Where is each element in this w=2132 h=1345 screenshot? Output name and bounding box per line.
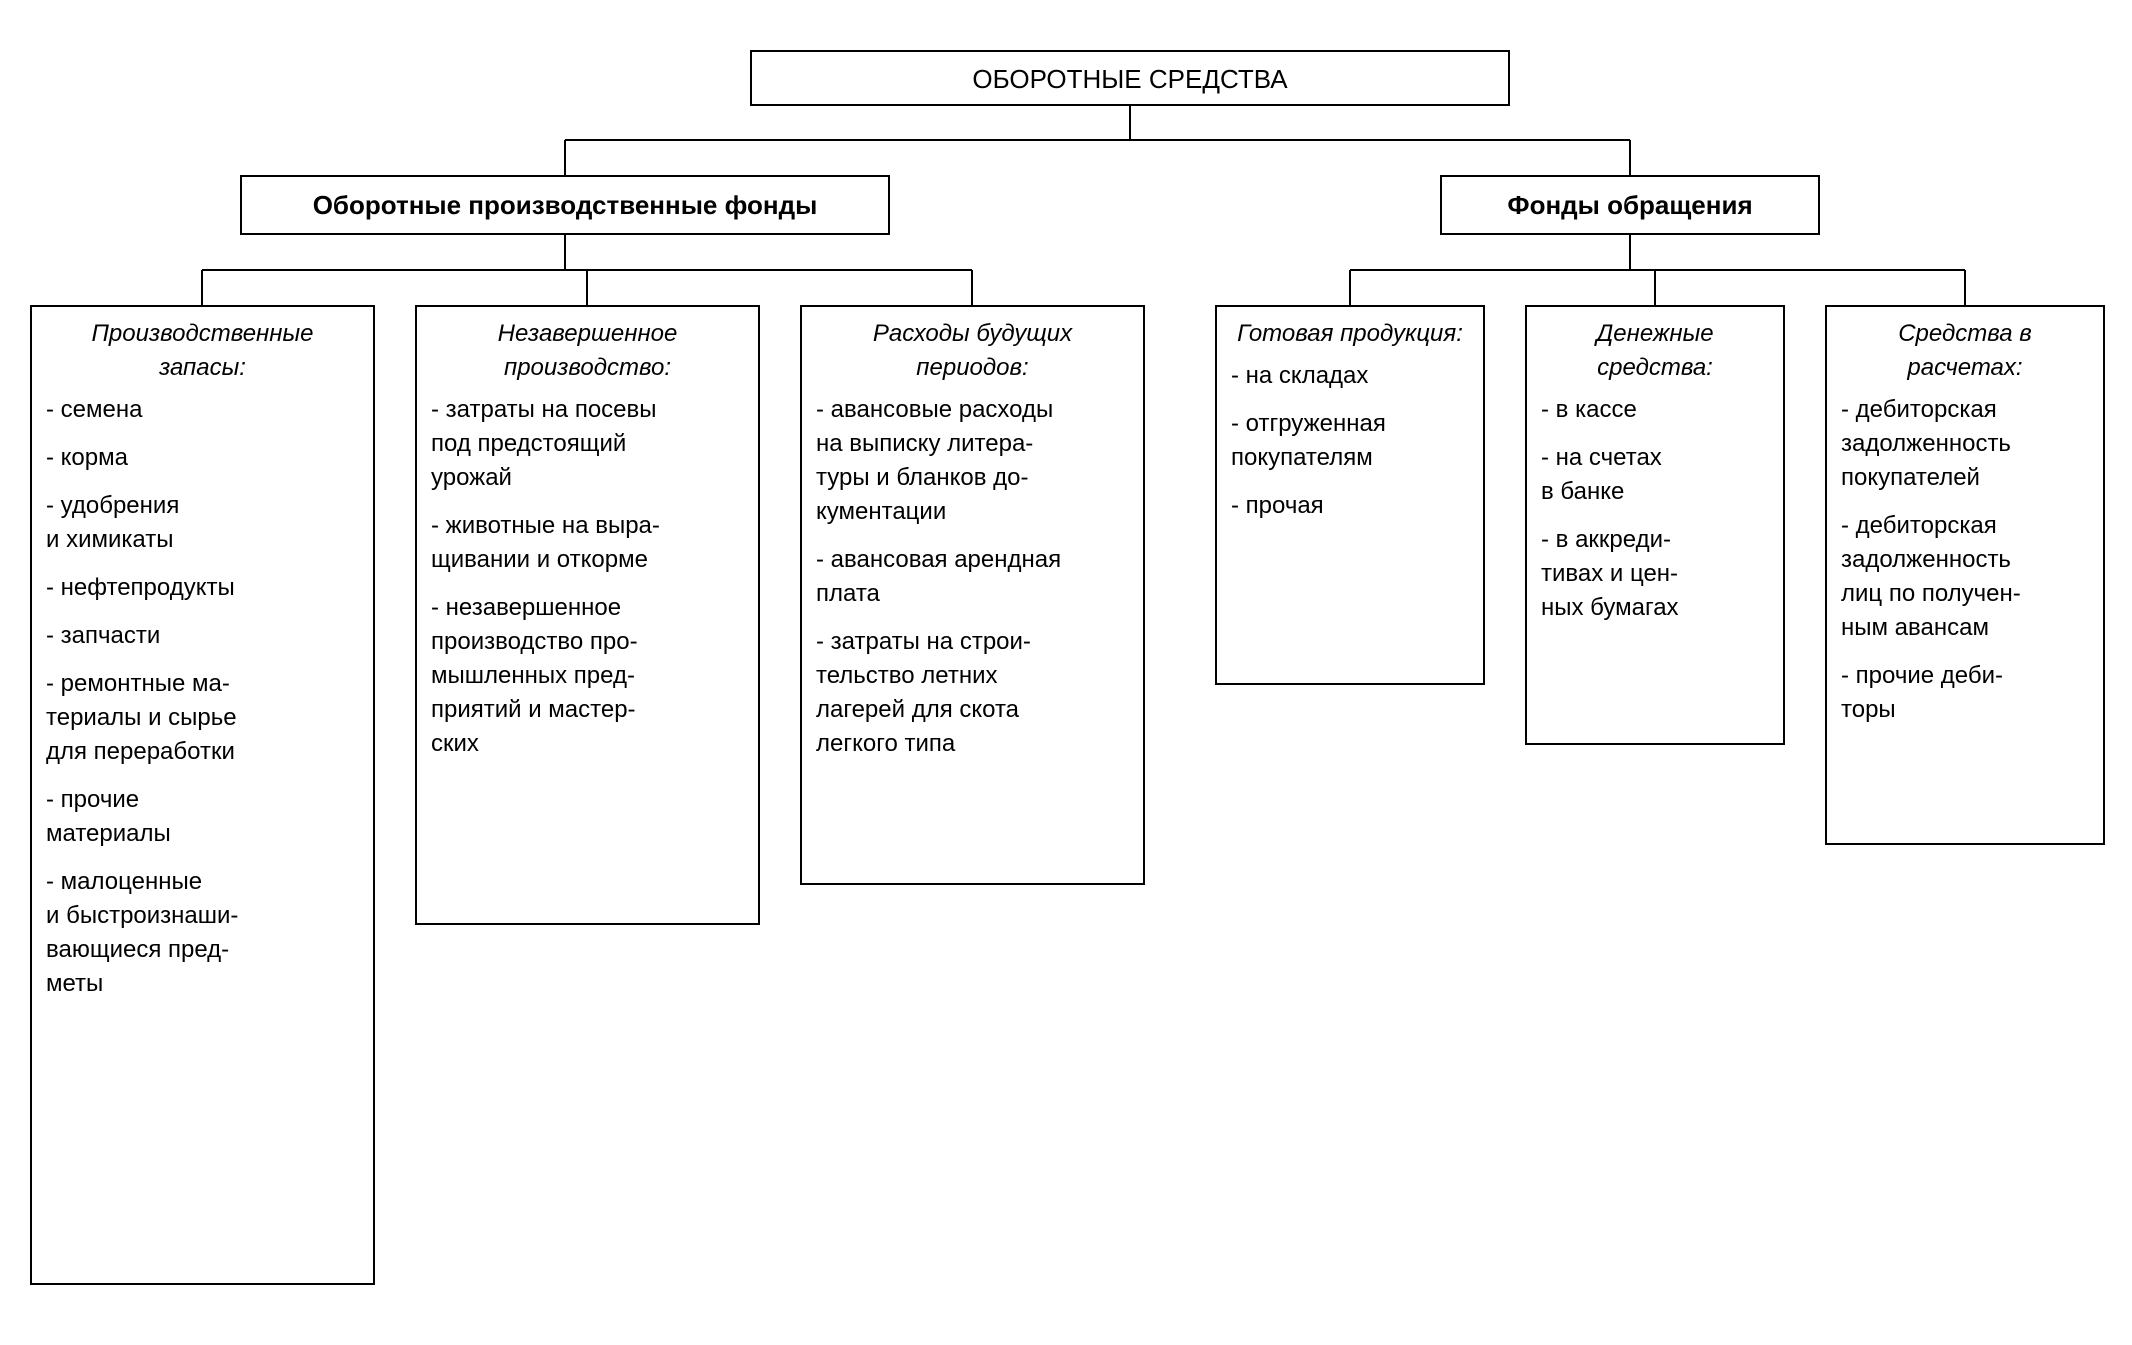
leaf-finished-goods: Готовая продукция: - на складах - отгружен… — [1215, 305, 1485, 685]
leaf-item: - ремонтные ма- териалы и сырье для пере… — [46, 667, 359, 769]
tree-diagram: ОБОРОТНЫЕ СРЕДСТВА Оборотные производств… — [20, 40, 2112, 1305]
leaf-item: - малоценные и быстроизнаши- вающиеся пр… — [46, 865, 359, 1001]
leaf-item: - животные на выра- щивании и откорме — [431, 509, 744, 577]
leaf-item: - дебиторская задолженность покупателей — [1841, 393, 2089, 495]
leaf-item: - на счетах в банке — [1541, 441, 1769, 509]
leaf-item: - прочие деби- торы — [1841, 659, 2089, 727]
leaf-item: - авансовые расходы на выписку литера- т… — [816, 393, 1129, 529]
leaf-item: - в аккреди- тивах и цен- ных бумагах — [1541, 523, 1769, 625]
leaf-item: - корма — [46, 441, 359, 475]
leaf-item: - незавершенное производство про- мышлен… — [431, 591, 744, 761]
leaf-work-in-progress: Незавершенное производство: - затраты на … — [415, 305, 760, 925]
leaf-title: Расходы будущих периодов: — [816, 317, 1129, 385]
leaf-item: - затраты на строи- тельство летних лаге… — [816, 625, 1129, 761]
leaf-title: Денежные средства: — [1541, 317, 1769, 385]
leaf-title: Готовая продукция: — [1231, 317, 1469, 351]
leaf-item: - нефтепродукты — [46, 571, 359, 605]
leaf-item: - на складах — [1231, 359, 1469, 393]
leaf-title: Производственные запасы: — [46, 317, 359, 385]
leaf-item: - отгруженная покупателям — [1231, 407, 1469, 475]
leaf-item: - затраты на посевы под предстоящий урож… — [431, 393, 744, 495]
leaf-item: - прочие материалы — [46, 783, 359, 851]
leaf-receivables: Средства в расчетах: - дебиторская задолж… — [1825, 305, 2105, 845]
leaf-item: - запчасти — [46, 619, 359, 653]
leaf-item: - дебиторская задолженность лиц по получ… — [1841, 509, 2089, 645]
leaf-item: - авансовая арендная плата — [816, 543, 1129, 611]
root-node: ОБОРОТНЫЕ СРЕДСТВА — [750, 50, 1510, 106]
branch-label: Оборотные производственные фонды — [313, 190, 818, 220]
root-label: ОБОРОТНЫЕ СРЕДСТВА — [972, 64, 1287, 94]
branch-prod-funds: Оборотные производственные фонды — [240, 175, 890, 235]
leaf-title: Средства в расчетах: — [1841, 317, 2089, 385]
leaf-item: - прочая — [1231, 489, 1469, 523]
leaf-item: - удобрения и химикаты — [46, 489, 359, 557]
leaf-item: - в кассе — [1541, 393, 1769, 427]
leaf-production-reserves: Производственные запасы: - семена - корма -… — [30, 305, 375, 1285]
leaf-deferred-expenses: Расходы будущих периодов: - авансовые рас… — [800, 305, 1145, 885]
branch-label: Фонды обращения — [1507, 190, 1752, 220]
leaf-title: Незавершенное производство: — [431, 317, 744, 385]
branch-circ-funds: Фонды обращения — [1440, 175, 1820, 235]
leaf-item: - семена — [46, 393, 359, 427]
leaf-cash: Денежные средства: - в кассе - на счетах в… — [1525, 305, 1785, 745]
